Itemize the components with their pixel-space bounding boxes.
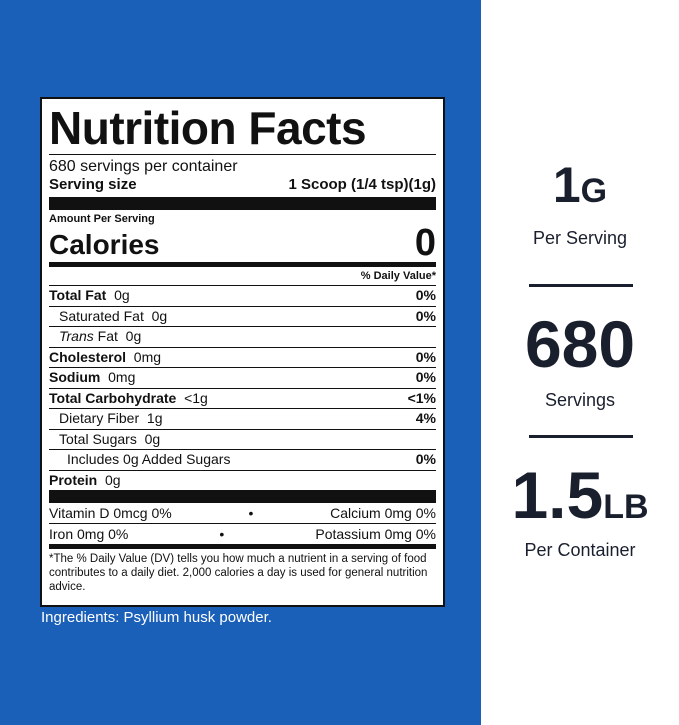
nutrient-row-saturated-fat: Saturated Fat 0g 0% <box>49 305 436 327</box>
stat-per-serving: 1G Per Serving <box>481 160 679 249</box>
footnote-rule <box>49 544 436 549</box>
ingredients-text: Ingredients: Psyllium husk powder. <box>41 609 272 626</box>
title-rule <box>49 154 436 155</box>
nutrition-facts-title: Nutrition Facts <box>49 102 367 154</box>
potassium: Potassium 0mg 0% <box>315 526 436 542</box>
stat-label: Servings <box>544 390 616 410</box>
stat-label: Per Serving <box>532 228 628 248</box>
stat-per-container: 1.5LB Per Container <box>481 462 679 561</box>
nutrition-facts-label: Nutrition Facts 680 servings per contain… <box>40 97 445 607</box>
stat-value: 680 <box>524 307 636 381</box>
nutrient-row-total-carbohydrate: Total Carbohydrate <1g <1% <box>49 387 436 409</box>
serving-size-value: 1 Scoop (1/4 tsp)(1g) <box>288 176 436 193</box>
servings-per-container: 680 servings per container <box>49 158 238 175</box>
medium-rule <box>49 262 436 267</box>
nutrient-row-sodium: Sodium 0mg 0% <box>49 367 436 388</box>
daily-value-header: % Daily Value* <box>360 270 436 282</box>
serving-size-row: Serving size 1 Scoop (1/4 tsp)(1g) <box>49 176 436 194</box>
calories-row: Calories 0 <box>49 222 436 264</box>
serving-size-label: Serving size <box>49 176 137 193</box>
vitamin-d: Vitamin D 0mcg 0% <box>49 505 172 521</box>
nutrient-row-total-fat: Total Fat 0g 0% <box>49 285 436 306</box>
nutrient-row-cholesterol: Cholesterol 0mg 0% <box>49 346 436 368</box>
thick-rule-vitamins <box>49 490 436 503</box>
stat-value: 1.5LB <box>511 458 649 532</box>
stat-divider <box>529 435 633 438</box>
stat-value: 1G <box>552 157 608 213</box>
stat-label: Per Container <box>524 540 636 560</box>
amount-per-serving: Amount Per Serving <box>49 213 155 225</box>
iron: Iron 0mg 0% <box>49 526 129 542</box>
stat-servings: 680 Servings <box>481 311 679 411</box>
nutrient-row-dietary-fiber: Dietary Fiber 1g 4% <box>49 408 436 429</box>
calcium: Calcium 0mg 0% <box>330 505 436 521</box>
vitamin-rule <box>49 523 436 524</box>
bullet: • <box>248 505 254 521</box>
nutrient-row-protein: Protein 0g <box>49 469 436 491</box>
thick-rule-top <box>49 197 436 210</box>
stats-panel: 1G Per Serving 680 Servings 1.5LB Per Co… <box>481 0 679 725</box>
calories-label: Calories <box>49 229 160 260</box>
stat-divider <box>529 284 633 287</box>
nutrient-row-total-sugars: Total Sugars 0g <box>49 428 436 450</box>
vitamin-row-2: Iron 0mg 0% • Potassium 0mg 0% <box>49 524 436 544</box>
nutrient-row-added-sugars: Includes 0g Added Sugars 0% <box>49 449 436 470</box>
bullet: • <box>219 526 225 542</box>
vitamin-row-1: Vitamin D 0mcg 0% • Calcium 0mg 0% <box>49 503 436 523</box>
daily-value-footnote: *The % Daily Value (DV) tells you how mu… <box>49 553 428 593</box>
nutrient-row-trans-fat: Trans Fat 0g <box>49 326 436 347</box>
calories-value: 0 <box>414 222 436 264</box>
